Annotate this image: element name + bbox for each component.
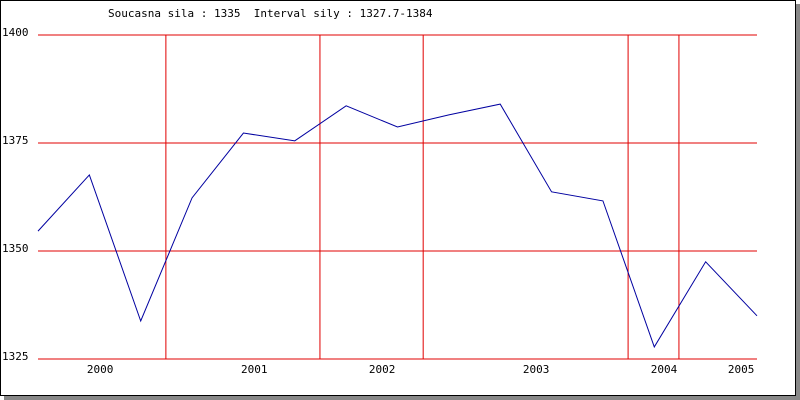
x-tick-label: 2002 — [369, 363, 396, 376]
line — [37, 103, 758, 349]
chart-title: Soucasna sila : 1335 Interval sily : 132… — [108, 7, 433, 20]
y-tick-label: 1400 — [2, 26, 29, 39]
y-tick-label: 1325 — [2, 350, 29, 363]
shadow — [4, 396, 800, 400]
x-tick-label: 2004 — [651, 363, 678, 376]
shadow — [796, 4, 800, 400]
x-tick-label: 2000 — [87, 363, 114, 376]
y-tick-label: 1350 — [2, 242, 29, 255]
x-tick-label: 2003 — [523, 363, 550, 376]
x-tick-label: 2005 — [728, 363, 755, 376]
y-tick-label: 1375 — [2, 134, 29, 147]
x-tick-label: 2001 — [241, 363, 268, 376]
